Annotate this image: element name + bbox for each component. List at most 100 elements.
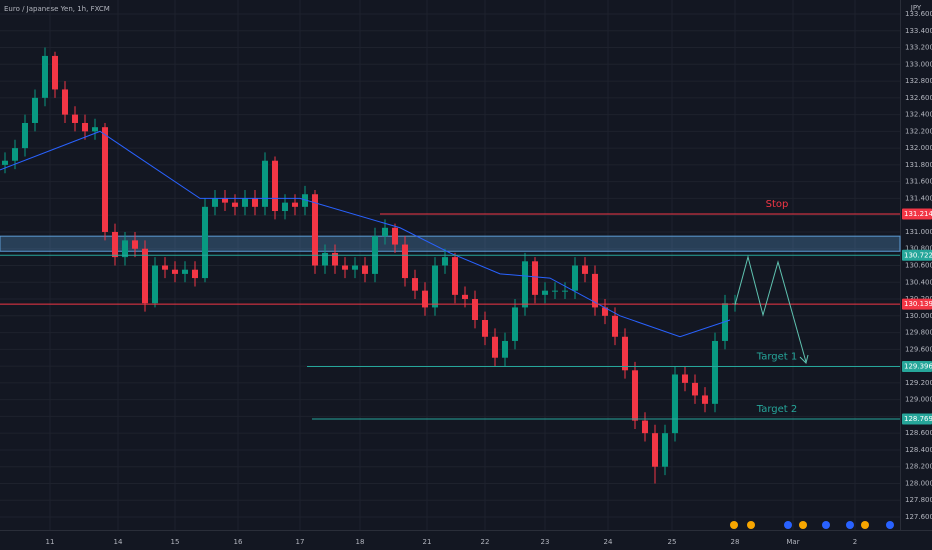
candle-body — [232, 202, 238, 207]
price-tag — [902, 298, 932, 310]
candle-body — [102, 127, 108, 232]
candle-body — [52, 55, 58, 90]
y-tick-label: 133.600 — [905, 10, 932, 18]
y-tick-label: 132.000 — [905, 144, 932, 152]
x-tick-label: 16 — [234, 538, 243, 546]
candle-body — [512, 307, 518, 341]
candle-body — [62, 89, 68, 115]
candle-body — [312, 194, 318, 266]
event-icon — [784, 521, 792, 529]
level-name: Stop — [766, 199, 789, 210]
x-tick-label: 22 — [481, 538, 490, 546]
candle-body — [592, 273, 598, 308]
candle-body — [552, 290, 558, 292]
candle-body — [562, 290, 568, 292]
candle-body — [362, 265, 368, 274]
candle-body — [352, 265, 358, 270]
candle-body — [382, 227, 388, 237]
candle-body — [12, 148, 18, 161]
y-tick-label: 133.000 — [905, 60, 932, 68]
candle-body — [492, 336, 498, 358]
candle-body — [412, 278, 418, 291]
level-name: Target 1 — [756, 351, 797, 362]
candle-body — [282, 202, 288, 212]
price-tag — [902, 360, 932, 372]
resistance-zone — [0, 235, 901, 252]
x-tick-label: 11 — [46, 538, 55, 546]
event-icon — [730, 521, 738, 529]
event-icon — [846, 521, 854, 529]
y-tick-label: 129.200 — [905, 379, 932, 387]
event-icons — [730, 521, 894, 529]
x-tick-label: 24 — [604, 538, 613, 546]
candle-body — [522, 261, 528, 308]
candle-body — [202, 206, 208, 279]
y-tick-label: 132.600 — [905, 94, 932, 102]
price-tag — [902, 249, 932, 261]
candle-body — [532, 261, 538, 295]
candle-body — [252, 198, 258, 207]
candle-body — [572, 265, 578, 291]
y-tick-label: 132.200 — [905, 127, 932, 135]
candle-body — [682, 374, 688, 383]
candle-body — [222, 198, 228, 203]
candle-body — [712, 340, 718, 404]
y-tick-label: 129.800 — [905, 329, 932, 337]
candle-body — [302, 194, 308, 207]
candle-body — [632, 370, 638, 421]
candle-body — [132, 240, 138, 249]
candle-body — [322, 252, 328, 266]
x-tick-label: 15 — [171, 538, 180, 546]
x-tick-label: Mar — [786, 538, 799, 546]
candle-body — [242, 198, 248, 207]
candle-body — [112, 231, 118, 258]
candle-body — [662, 433, 668, 467]
candle-body — [192, 269, 198, 279]
candle-body — [162, 265, 168, 270]
candle-body — [672, 374, 678, 434]
candle-body — [32, 97, 38, 123]
candle-body — [42, 55, 48, 98]
x-tick-label: 21 — [423, 538, 432, 546]
y-tick-label: 130.000 — [905, 312, 932, 320]
x-tick-label: 18 — [356, 538, 365, 546]
symbol-title: Euro / Japanese Yen, 1h, FXCM — [4, 5, 110, 13]
price-tag-label: 128.769 — [904, 415, 932, 423]
candle-body — [472, 299, 478, 320]
candle-body — [142, 248, 148, 304]
y-tick-label: 131.000 — [905, 228, 932, 236]
price-tag — [902, 413, 932, 425]
y-tick-label: 128.000 — [905, 479, 932, 487]
y-tick-label: 130.800 — [905, 245, 932, 253]
candle-body — [452, 257, 458, 295]
candle-body — [82, 122, 88, 132]
y-tick-label: 127.600 — [905, 513, 932, 521]
event-icon — [822, 521, 830, 529]
candle-body — [2, 160, 8, 165]
y-tick-label: 129.000 — [905, 396, 932, 404]
y-tick-label: 128.600 — [905, 429, 932, 437]
y-tick-label: 133.200 — [905, 44, 932, 52]
event-icon — [799, 521, 807, 529]
candle-body — [22, 122, 28, 149]
y-tick-label: 132.800 — [905, 77, 932, 85]
x-tick-label: 17 — [296, 538, 305, 546]
candle-body — [642, 420, 648, 434]
x-tick-label: 2 — [853, 538, 857, 546]
y-tick-label: 132.400 — [905, 111, 932, 119]
y-tick-label: 129.600 — [905, 345, 932, 353]
candle-body — [502, 340, 508, 358]
candle-body — [272, 160, 278, 212]
candle-body — [402, 244, 408, 279]
candle-body — [692, 382, 698, 396]
candle-body — [482, 319, 488, 337]
y-tick-label: 128.400 — [905, 446, 932, 454]
candle-body — [262, 160, 268, 207]
projection-arrowhead — [799, 354, 809, 364]
candle-body — [122, 240, 128, 258]
candle-body — [542, 290, 548, 295]
candle-body — [342, 265, 348, 270]
